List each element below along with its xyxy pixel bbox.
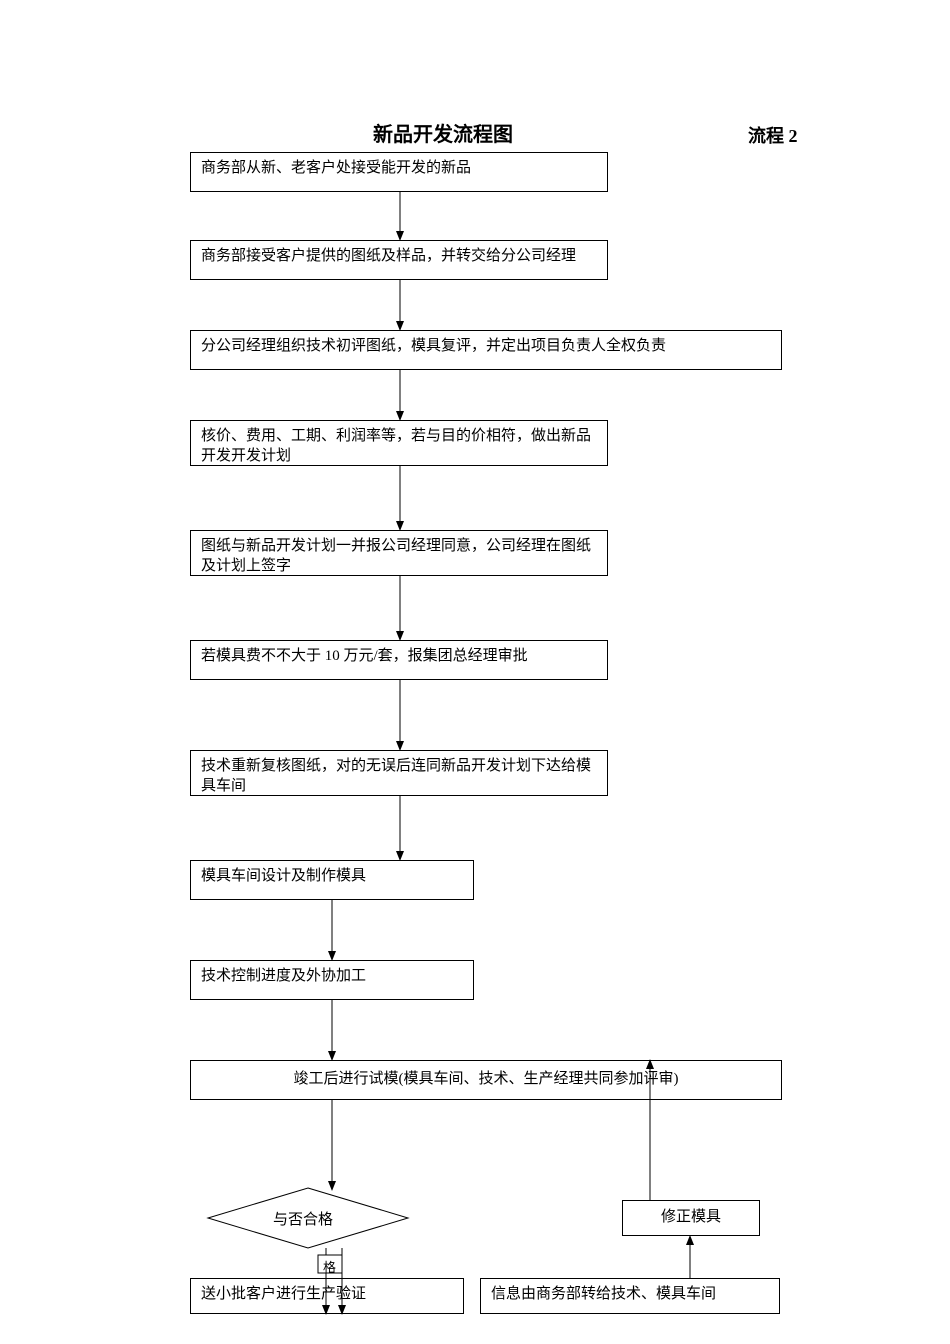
page-title: 新品开发流程图 [373, 118, 513, 147]
node-13-info-transfer: 信息由商务部转给技术、模具车间 [480, 1278, 780, 1314]
node-5: 图纸与新品开发计划一并报公司经理同意，公司经理在图纸及计划上签字 [190, 530, 608, 576]
node-11-fix-mold: 修正模具 [622, 1200, 760, 1236]
decision-small-label: 格 [323, 1257, 336, 1276]
node-6: 若模具费不不大于 10 万元/套，报集团总经理审批 [190, 640, 608, 680]
decision-label: 与否合格 [273, 1208, 333, 1229]
node-3: 分公司经理组织技术初评图纸，模具复评，并定出项目负责人全权负责 [190, 330, 782, 370]
node-8: 模具车间设计及制作模具 [190, 860, 474, 900]
node-7: 技术重新复核图纸，对的无误后连同新品开发计划下达给模具车间 [190, 750, 608, 796]
node-1: 商务部从新、老客户处接受能开发的新品 [190, 152, 608, 192]
node-2: 商务部接受客户提供的图纸及样品，并转交给分公司经理 [190, 240, 608, 280]
node-10: 竣工后进行试模(模具车间、技术、生产经理共同参加评审) [190, 1060, 782, 1100]
node-9: 技术控制进度及外协加工 [190, 960, 474, 1000]
page-subtitle: 流程 2 [748, 122, 798, 148]
node-4: 核价、费用、工期、利润率等，若与目的价相符，做出新品开发开发计划 [190, 420, 608, 466]
node-12-small-batch: 送小批客户进行生产验证 [190, 1278, 464, 1314]
